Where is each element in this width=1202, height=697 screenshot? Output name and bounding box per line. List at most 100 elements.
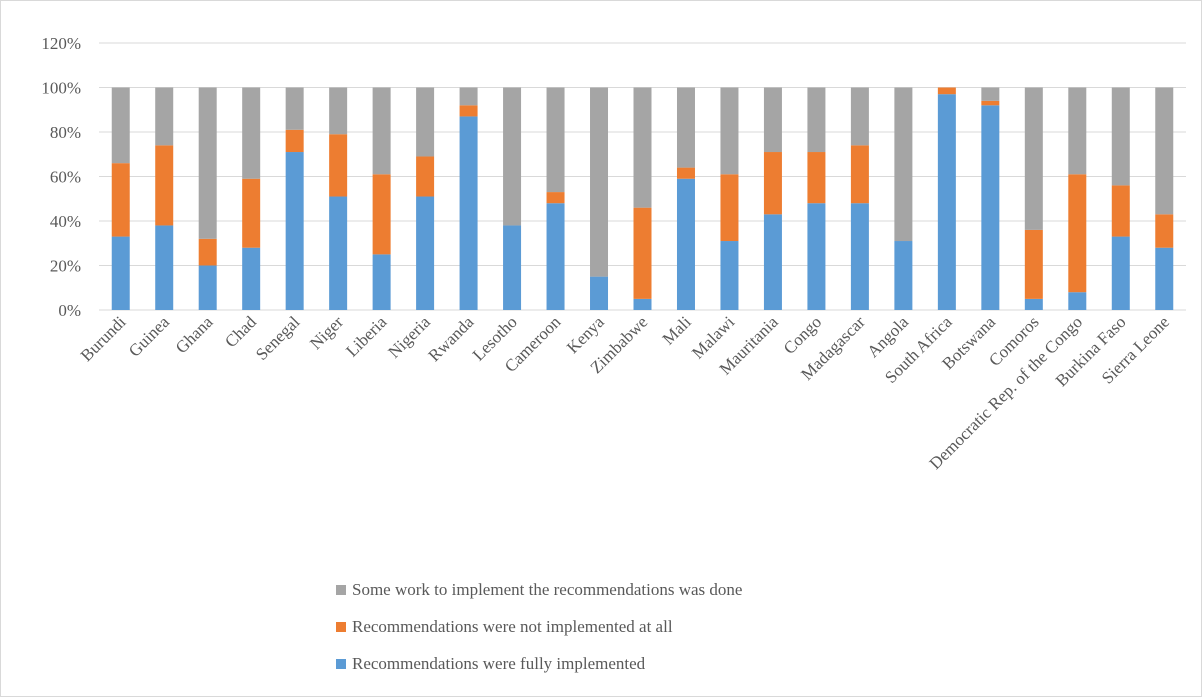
bar-segment-not-implemented (1024, 229, 1043, 299)
bar-segment-some-work (720, 87, 739, 175)
y-tick-label: 100% (41, 79, 81, 98)
bar-segment-some-work (807, 87, 826, 153)
bar-segment-some-work (981, 87, 1000, 101)
y-tick-label: 60% (50, 168, 81, 187)
bar-segment-fully-implemented (198, 265, 217, 310)
bar-segment-not-implemented (720, 174, 739, 242)
x-category-label: Senegal (252, 312, 304, 364)
bar-segment-fully-implemented (590, 276, 609, 310)
bar-segment-some-work (459, 87, 478, 106)
bar-segment-some-work (372, 87, 391, 175)
bar-segment-not-implemented (1111, 185, 1130, 237)
bar-segment-some-work (242, 87, 261, 179)
bar-segment-not-implemented (155, 145, 174, 226)
x-category-label: Mali (659, 312, 695, 348)
bar-segment-some-work (416, 87, 435, 157)
bar-segment-fully-implemented (633, 298, 652, 310)
y-tick-label: 120% (41, 34, 81, 53)
bar-segment-fully-implemented (372, 254, 391, 310)
bar-segment-fully-implemented (720, 241, 739, 310)
bar-segment-not-implemented (850, 145, 869, 204)
bar-segment-fully-implemented (329, 196, 348, 310)
legend-label: Recommendations were fully implemented (352, 653, 646, 673)
bar-segment-some-work (590, 87, 609, 277)
bar-segment-fully-implemented (850, 203, 869, 310)
bar-segment-some-work (850, 87, 869, 146)
x-category-label: Liberia (342, 312, 390, 360)
bar-segment-fully-implemented (894, 241, 913, 310)
bar-segment-not-implemented (546, 192, 565, 204)
bar-segment-fully-implemented (1068, 292, 1087, 310)
bar-segment-not-implemented (1068, 174, 1087, 293)
bar-segment-fully-implemented (111, 236, 130, 310)
bar-segment-some-work (198, 87, 217, 239)
bar-segment-fully-implemented (1024, 298, 1043, 310)
bar-segment-some-work (894, 87, 913, 242)
bar-segment-fully-implemented (676, 178, 695, 310)
bar-segment-not-implemented (416, 156, 435, 197)
bar-segment-some-work (1024, 87, 1043, 230)
bar-segment-fully-implemented (242, 247, 261, 310)
bar-segment-some-work (1111, 87, 1130, 186)
bar-segment-some-work (285, 87, 304, 130)
x-category-label: Guinea (125, 312, 173, 360)
bar-segment-not-implemented (111, 163, 130, 237)
legend-item: Some work to implement the recommendatio… (336, 571, 742, 608)
bars (111, 87, 1174, 310)
bar-segment-not-implemented (329, 134, 348, 197)
bar-segment-some-work (1068, 87, 1087, 175)
bar-segment-not-implemented (1155, 214, 1174, 248)
bar-segment-fully-implemented (285, 152, 304, 310)
bar-segment-not-implemented (285, 129, 304, 153)
legend-swatch (336, 584, 346, 595)
bar-segment-fully-implemented (416, 196, 435, 310)
bar-segment-some-work (763, 87, 782, 153)
bar-segment-fully-implemented (459, 116, 478, 310)
bar-segment-some-work (546, 87, 565, 193)
legend-swatch (336, 658, 346, 669)
x-category-label: Chad (221, 312, 260, 351)
bar-segment-fully-implemented (807, 203, 826, 310)
legend: Some work to implement the recommendatio… (336, 571, 742, 682)
bar-segment-not-implemented (633, 207, 652, 299)
bar-segment-not-implemented (676, 167, 695, 179)
bar-segment-not-implemented (198, 238, 217, 266)
legend-label: Some work to implement the recommendatio… (352, 579, 743, 599)
bar-segment-not-implemented (242, 178, 261, 248)
bar-segment-not-implemented (763, 152, 782, 215)
y-tick-label: 40% (50, 212, 81, 231)
legend-item: Recommendations were not implemented at … (336, 608, 742, 645)
x-category-label: Burundi (77, 312, 130, 365)
bar-segment-not-implemented (981, 100, 1000, 106)
y-axis-tick-labels: 0% 20% 40% 60% 80% 100% 120% (41, 34, 81, 320)
legend-swatch (336, 621, 346, 632)
bar-segment-some-work (676, 87, 695, 168)
bar-segment-not-implemented (459, 105, 478, 117)
bar-segment-fully-implemented (937, 94, 956, 310)
bar-segment-some-work (155, 87, 174, 146)
bar-segment-fully-implemented (981, 105, 1000, 310)
y-tick-label: 0% (58, 301, 81, 320)
bar-segment-fully-implemented (763, 214, 782, 310)
bar-segment-fully-implemented (503, 225, 522, 310)
bar-segment-some-work (633, 87, 652, 208)
bar-segment-fully-implemented (1111, 236, 1130, 310)
bar-segment-fully-implemented (1155, 247, 1174, 310)
x-category-label: Ghana (172, 312, 217, 357)
bar-segment-not-implemented (372, 174, 391, 255)
bar-segment-not-implemented (807, 152, 826, 204)
bar-segment-some-work (1155, 87, 1174, 215)
bar-segment-some-work (503, 87, 522, 226)
bar-segment-fully-implemented (155, 225, 174, 310)
bar-segment-fully-implemented (546, 203, 565, 310)
x-category-label: Rwanda (425, 312, 478, 365)
legend-item: Recommendations were fully implemented (336, 645, 742, 682)
y-tick-label: 20% (50, 257, 81, 276)
bar-segment-some-work (111, 87, 130, 164)
legend-label: Recommendations were not implemented at … (352, 616, 673, 636)
bar-segment-not-implemented (937, 87, 956, 95)
y-tick-label: 80% (50, 123, 81, 142)
